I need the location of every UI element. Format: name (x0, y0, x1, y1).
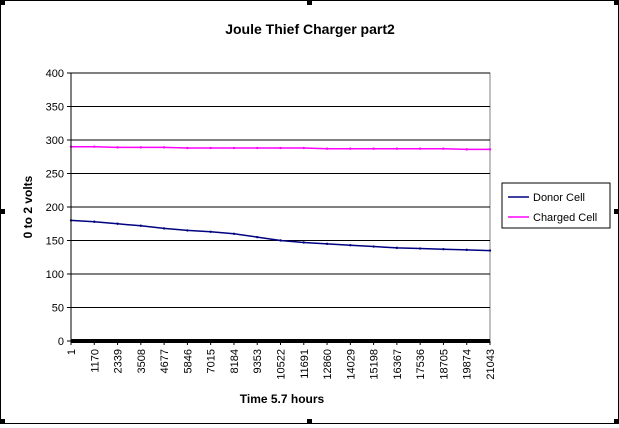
y-tick-label: 150 (46, 236, 64, 248)
resize-handle-bottom-left[interactable] (0, 419, 5, 424)
y-axis-label: 0 to 2 volts (21, 175, 35, 238)
y-tick-label: 0 (58, 336, 64, 348)
data-point (256, 146, 259, 150)
chart-title: Joule Thief Charger part2 (225, 21, 395, 37)
data-point (279, 146, 282, 150)
data-point (325, 242, 329, 246)
legend-label-charged: Charged Cell (533, 212, 597, 224)
data-point (116, 146, 119, 149)
x-tick-label: 5846 (182, 349, 194, 373)
data-point (465, 248, 468, 252)
data-point (256, 235, 259, 239)
data-point (186, 146, 189, 150)
x-tick-label: 1170 (89, 349, 101, 373)
x-tick-label: 10522 (276, 349, 288, 380)
x-tick-label: 12860 (322, 349, 334, 380)
x-tick-label: 21043 (485, 349, 497, 380)
x-tick-label: 17536 (415, 349, 427, 380)
y-tick-label: 300 (46, 135, 64, 147)
data-point (116, 222, 119, 225)
data-point (395, 147, 399, 150)
data-point (465, 148, 468, 151)
x-tick-label: 16367 (392, 349, 404, 380)
x-tick-label: 4677 (159, 349, 171, 373)
y-ticks: 0 50 100 150 200 250 300 350 400 (46, 68, 71, 348)
legend-box (501, 182, 611, 229)
x-tick-label: 8184 (229, 349, 241, 373)
y-tick-label: 200 (46, 202, 64, 214)
data-point (186, 229, 189, 232)
data-point (418, 247, 422, 250)
x-tick-label: 9353 (252, 349, 264, 373)
x-tick-label: 14029 (345, 349, 357, 380)
gridlines (71, 72, 490, 308)
resize-handle-top-mid[interactable] (307, 0, 312, 5)
data-point (139, 224, 143, 227)
data-point (232, 232, 236, 235)
y-tick-label: 350 (46, 102, 64, 114)
data-point (162, 227, 166, 230)
x-tick-label: 1 (66, 349, 78, 355)
x-ticks: 1 1170 2339 3508 4677 5846 7015 8184 9353 10522 11… (66, 341, 497, 380)
data-point (279, 239, 282, 242)
x-tick-label: 19874 (462, 349, 474, 380)
data-point (302, 241, 305, 244)
data-point (139, 146, 143, 149)
x-tick-label: 7015 (206, 349, 218, 373)
x-tick-label: 15198 (369, 349, 381, 380)
data-point (442, 248, 445, 251)
data-point (325, 147, 329, 150)
data-point (349, 147, 352, 150)
data-point (442, 147, 445, 150)
x-tick-label: 11691 (299, 349, 311, 379)
data-point (209, 146, 212, 150)
data-point (232, 146, 236, 150)
x-tick-label: 18705 (438, 349, 450, 380)
resize-handle-bottom-mid[interactable] (307, 419, 312, 424)
y-tick-label: 400 (46, 68, 64, 80)
data-point (302, 146, 305, 150)
resize-handle-bottom-right[interactable] (614, 419, 619, 424)
resize-handle-mid-right[interactable] (614, 209, 619, 214)
y-tick-label: 100 (46, 269, 64, 281)
data-point (209, 230, 212, 233)
legend-label-donor: Donor Cell (533, 192, 585, 204)
y-tick-label: 250 (46, 169, 64, 181)
data-point (418, 147, 422, 150)
y-tick-label: 50 (52, 303, 64, 315)
x-axis-label: Time 5.7 hours (240, 392, 325, 406)
data-point (395, 246, 399, 250)
data-point (488, 148, 492, 151)
data-point (93, 220, 96, 223)
data-point (488, 249, 492, 252)
data-point (162, 146, 166, 149)
x-tick-label: 2339 (113, 349, 125, 373)
data-point (93, 145, 96, 148)
resize-handle-top-left[interactable] (0, 0, 5, 5)
data-point (372, 245, 375, 248)
resize-handle-mid-left[interactable] (0, 209, 5, 214)
legend: Donor Cell Charged Cell (501, 182, 611, 229)
resize-handle-top-right[interactable] (614, 0, 619, 5)
x-tick-label: 3508 (136, 349, 148, 373)
data-point (349, 243, 352, 247)
data-point (372, 147, 375, 150)
